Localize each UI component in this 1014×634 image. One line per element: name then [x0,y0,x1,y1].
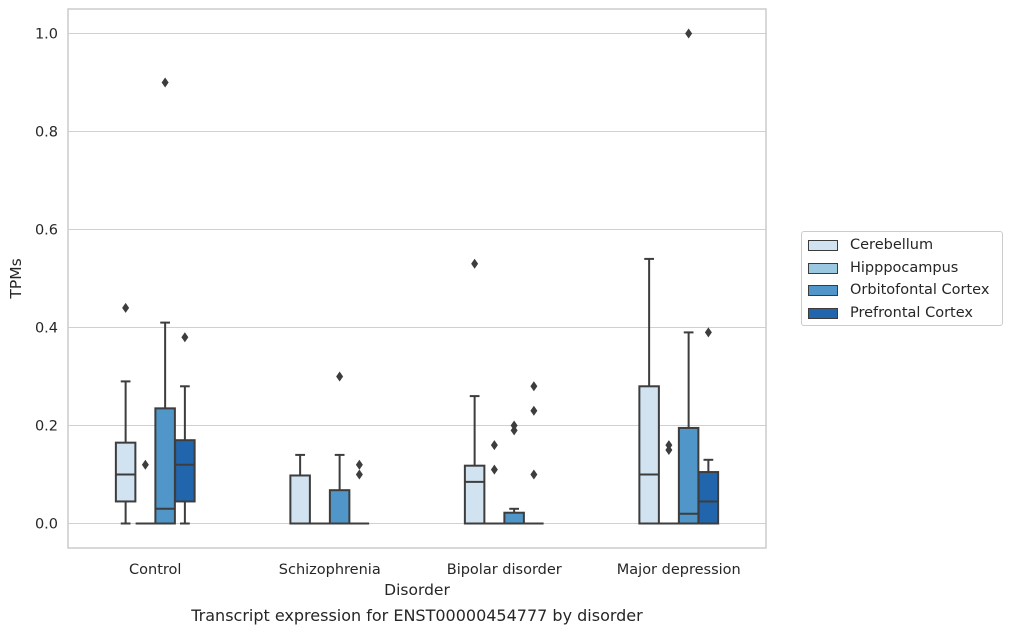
legend-swatch-orbitofontal-cortex [808,284,838,296]
legend-item-orbitofontal-cortex: Orbitofontal Cortex [808,280,989,300]
outlier-cerebellum-0-0 [122,302,130,313]
outlier-prefrontal-cortex-3-0 [704,327,712,338]
legend-label-orbitofontal-cortex: Orbitofontal Cortex [850,282,990,298]
outlier-hipppocampus-2-0 [490,464,498,475]
x-tick-label-1: Schizophrenia [279,562,381,578]
y-tick-label-3: 0.6 [35,223,58,239]
legend-label-prefrontal-cortex: Prefrontal Cortex [850,305,973,321]
outlier-prefrontal-cortex-2-0 [530,469,538,480]
legend-item-hipppocampus: Hipppocampus [808,258,958,278]
legend-item-cerebellum: Cerebellum [808,235,933,255]
outlier-hipppocampus-0-0 [141,459,149,470]
outlier-orbitofontal-cortex-3-0 [685,28,693,39]
y-tick-label-0: 0.0 [35,517,58,533]
outlier-prefrontal-cortex-1-1 [355,459,363,470]
outlier-orbitofontal-cortex-1-0 [336,371,344,382]
legend-swatch-cerebellum [808,239,838,251]
y-tick-label-1: 0.2 [35,419,58,435]
outlier-prefrontal-cortex-2-2 [530,381,538,392]
box-orbitofontal-cortex-3 [677,426,700,525]
legend-swatch-prefrontal-cortex [808,307,838,319]
legend-label-cerebellum: Cerebellum [850,237,934,253]
box-orbitofontal-cortex-2 [503,511,525,525]
legend-item-prefrontal-cortex: Prefrontal Cortex [808,303,973,323]
y-tick-label-4: 0.8 [35,125,58,141]
box-orbitofontal-cortex-0 [154,407,176,525]
y-axis-label: TPMs [7,258,25,299]
x-axis-label: Disorder [384,581,450,599]
box-cerebellum-1 [289,474,311,525]
outlier-orbitofontal-cortex-0-0 [161,77,169,88]
box-cerebellum-2 [463,464,486,525]
chart-caption: Transcript expression for ENST0000045477… [191,606,643,625]
x-tick-label-3: Major depression [617,562,741,578]
outlier-prefrontal-cortex-1-0 [355,469,363,480]
box-cerebellum-0 [114,441,137,503]
outlier-cerebellum-2-0 [471,258,479,269]
box-prefrontal-cortex-3 [697,471,720,525]
outlier-hipppocampus-3-1 [665,440,673,451]
plot-frame [67,8,767,549]
box-cerebellum-3 [638,385,660,525]
x-tick-label-2: Bipolar disorder [447,562,562,578]
outlier-orbitofontal-cortex-2-1 [510,420,518,431]
outlier-prefrontal-cortex-2-1 [530,405,538,416]
box-orbitofontal-cortex-1 [328,489,351,525]
y-tick-label-5: 1.0 [35,27,58,43]
y-tick-label-2: 0.4 [35,321,58,337]
legend: Cerebellum Hipppocampus Orbitofontal Cor… [801,231,1003,326]
box-prefrontal-cortex-0 [174,439,196,503]
legend-label-hipppocampus: Hipppocampus [850,260,959,276]
outlier-prefrontal-cortex-0-0 [181,332,189,343]
x-tick-label-0: Control [129,562,181,578]
legend-swatch-hipppocampus [808,262,838,274]
outlier-hipppocampus-2-1 [490,440,498,451]
